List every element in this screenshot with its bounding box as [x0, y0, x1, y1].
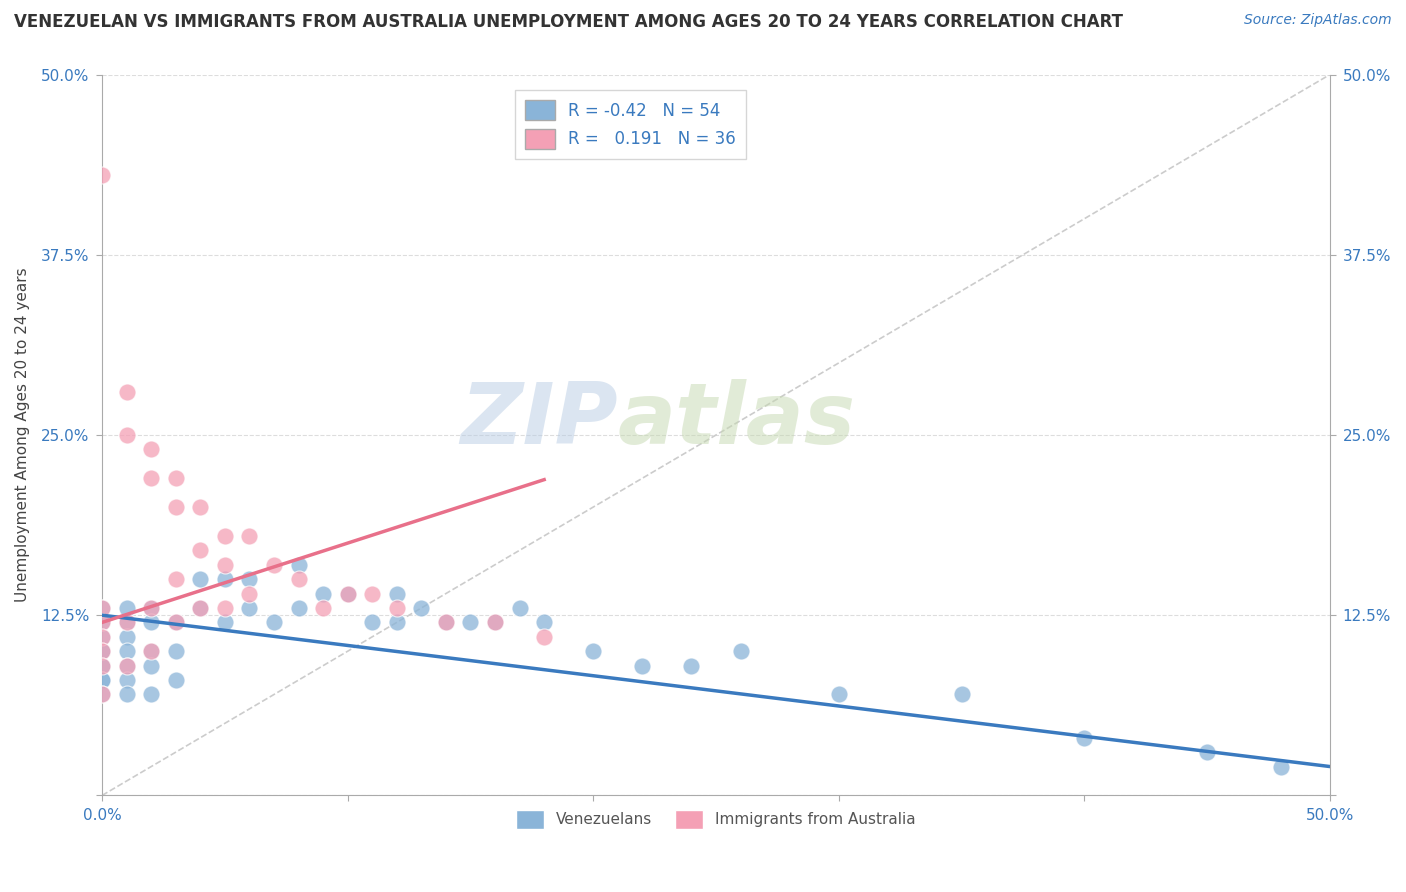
Point	[91, 615, 114, 630]
Point	[165, 471, 187, 485]
Point	[115, 658, 138, 673]
Point	[214, 529, 236, 543]
Point	[434, 615, 457, 630]
Point	[484, 615, 506, 630]
Point	[336, 586, 359, 600]
Point	[165, 615, 187, 630]
Point	[1197, 745, 1219, 759]
Point	[165, 644, 187, 658]
Point	[91, 644, 114, 658]
Point	[115, 384, 138, 399]
Point	[141, 442, 163, 457]
Point	[336, 586, 359, 600]
Point	[165, 500, 187, 514]
Point	[434, 615, 457, 630]
Point	[263, 615, 285, 630]
Point	[582, 644, 605, 658]
Text: ZIP: ZIP	[460, 379, 617, 462]
Point	[91, 630, 114, 644]
Point	[141, 658, 163, 673]
Point	[91, 688, 114, 702]
Point	[287, 558, 309, 572]
Point	[165, 673, 187, 687]
Point	[91, 644, 114, 658]
Point	[115, 615, 138, 630]
Point	[141, 644, 163, 658]
Point	[484, 615, 506, 630]
Point	[115, 644, 138, 658]
Point	[141, 644, 163, 658]
Point	[361, 615, 384, 630]
Point	[115, 658, 138, 673]
Point	[165, 572, 187, 586]
Point	[238, 601, 260, 615]
Point	[312, 586, 335, 600]
Point	[385, 615, 408, 630]
Point	[188, 572, 211, 586]
Point	[91, 615, 114, 630]
Point	[115, 601, 138, 615]
Point	[91, 658, 114, 673]
Point	[1270, 759, 1292, 773]
Point	[115, 673, 138, 687]
Point	[950, 688, 973, 702]
Point	[141, 688, 163, 702]
Point	[287, 601, 309, 615]
Point	[115, 428, 138, 442]
Point	[361, 586, 384, 600]
Point	[188, 543, 211, 558]
Point	[214, 558, 236, 572]
Point	[91, 601, 114, 615]
Point	[91, 658, 114, 673]
Point	[411, 601, 433, 615]
Legend: Venezuelans, Immigrants from Australia: Venezuelans, Immigrants from Australia	[510, 804, 922, 835]
Point	[141, 601, 163, 615]
Point	[287, 572, 309, 586]
Point	[165, 615, 187, 630]
Point	[533, 615, 555, 630]
Point	[115, 615, 138, 630]
Point	[681, 658, 703, 673]
Point	[238, 572, 260, 586]
Text: atlas: atlas	[617, 379, 856, 462]
Point	[214, 615, 236, 630]
Point	[141, 615, 163, 630]
Point	[533, 630, 555, 644]
Text: Source: ZipAtlas.com: Source: ZipAtlas.com	[1244, 13, 1392, 28]
Point	[91, 673, 114, 687]
Point	[188, 601, 211, 615]
Point	[91, 644, 114, 658]
Point	[141, 471, 163, 485]
Point	[263, 558, 285, 572]
Point	[141, 601, 163, 615]
Point	[828, 688, 851, 702]
Point	[385, 586, 408, 600]
Point	[312, 601, 335, 615]
Point	[385, 601, 408, 615]
Y-axis label: Unemployment Among Ages 20 to 24 years: Unemployment Among Ages 20 to 24 years	[15, 268, 30, 602]
Point	[115, 630, 138, 644]
Point	[730, 644, 752, 658]
Text: VENEZUELAN VS IMMIGRANTS FROM AUSTRALIA UNEMPLOYMENT AMONG AGES 20 TO 24 YEARS C: VENEZUELAN VS IMMIGRANTS FROM AUSTRALIA …	[14, 13, 1123, 31]
Point	[115, 688, 138, 702]
Point	[238, 586, 260, 600]
Point	[188, 500, 211, 514]
Point	[91, 658, 114, 673]
Point	[631, 658, 654, 673]
Point	[91, 688, 114, 702]
Point	[91, 601, 114, 615]
Point	[460, 615, 482, 630]
Point	[214, 601, 236, 615]
Point	[91, 169, 114, 183]
Point	[1073, 731, 1095, 745]
Point	[509, 601, 531, 615]
Point	[238, 529, 260, 543]
Point	[91, 630, 114, 644]
Point	[91, 673, 114, 687]
Point	[214, 572, 236, 586]
Point	[188, 601, 211, 615]
